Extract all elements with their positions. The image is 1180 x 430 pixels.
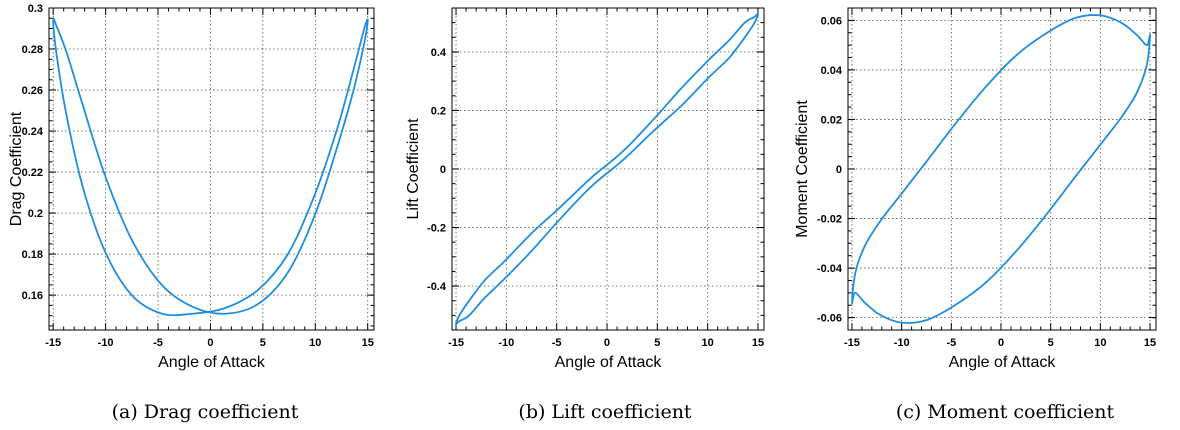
lift-x-tick-label: -15 [448,337,464,349]
moment-y-tick-label: -0.04 [817,263,843,275]
lift-x-tick-label: 10 [702,337,714,349]
drag-y-tick-label: 0.22 [22,167,43,179]
moment-x-axis-label: Angle of Attack [949,354,1057,371]
lift-y-tick-label: -0.4 [427,281,447,293]
drag-y-tick-label: 0.3 [28,3,43,15]
moment-x-tick-label: -15 [844,337,860,349]
drag-x-tick-label: 0 [207,337,213,349]
moment-y-tick-label: 0.02 [821,114,842,126]
drag-x-tick-label: 5 [260,337,266,349]
drag-x-tick-label: -5 [153,337,163,349]
drag-panel: -15 -10 -5 0 5 10 15 0.16 0.18 0.2 0.22 0.24 0.26 0.2… [8,3,375,423]
lift-x-tick-label: -5 [552,337,562,349]
drag-x-axis-label: Angle of Attack [158,354,266,371]
lift-y-tick-label: -0.2 [427,223,446,235]
lift-series-line [455,12,759,326]
moment-y-tick-label: 0.04 [821,65,843,77]
lift-caption: (b) Lift coefficient [518,401,692,423]
moment-x-tick-label: 10 [1094,337,1106,349]
drag-y-tick-label: 0.24 [22,126,44,138]
moment-y-tick-label: 0.06 [821,15,842,27]
drag-x-tick-label: -10 [98,337,114,349]
drag-x-tick-label: 10 [309,337,321,349]
moment-y-tick-label: 0 [836,164,842,176]
drag-caption: (a) Drag coefficient [112,401,299,423]
lift-y-tick-label: 0.4 [431,47,447,59]
drag-series-line [52,17,369,317]
lift-x-tick-label: 15 [752,337,764,349]
lift-x-tick-label: -10 [498,337,514,349]
moment-series-line [851,14,1151,324]
lift-y-tick-label: 0 [440,164,446,176]
drag-y-tick-label: 0.28 [22,44,43,56]
drag-y-tick-label: 0.26 [22,85,43,97]
drag-x-tick-label: 15 [362,337,374,349]
drag-y-tick-label: 0.18 [22,249,43,261]
moment-x-tick-label: 5 [1048,337,1054,349]
drag-plot-frame [48,7,375,331]
lift-x-axis-label: Angle of Attack [555,354,663,371]
drag-y-axis-label: Drag Coefficient [8,111,25,226]
lift-x-tick-label: 0 [604,337,610,349]
moment-x-tick-label: -10 [894,337,910,349]
moment-caption: (c) Moment coefficient [896,401,1115,423]
drag-x-tick-label: -15 [45,337,61,349]
lift-panel: -15 -10 -5 0 5 10 15 -0.4 -0.2 0 0.2 0.4 Angle of At… [405,7,765,423]
drag-y-tick-label: 0.2 [28,208,43,220]
moment-panel: -15 -10 -5 0 5 10 15 -0.06 -0.04 -0.02 0 0.02 0.04 0.… [794,7,1157,423]
moment-y-tick-label: -0.06 [817,313,842,325]
moment-x-tick-label: -5 [946,337,956,349]
moment-y-tick-label: -0.02 [817,214,842,226]
lift-y-tick-label: 0.2 [431,105,446,117]
moment-x-tick-label: 15 [1144,337,1156,349]
lift-y-axis-label: Lift Coefficient [405,118,422,220]
lift-x-tick-label: 5 [654,337,660,349]
drag-y-tick-label: 0.16 [22,290,43,302]
moment-plot-frame [847,7,1157,331]
moment-x-tick-label: 0 [998,337,1004,349]
moment-y-axis-label: Moment Coefficient [794,100,811,238]
